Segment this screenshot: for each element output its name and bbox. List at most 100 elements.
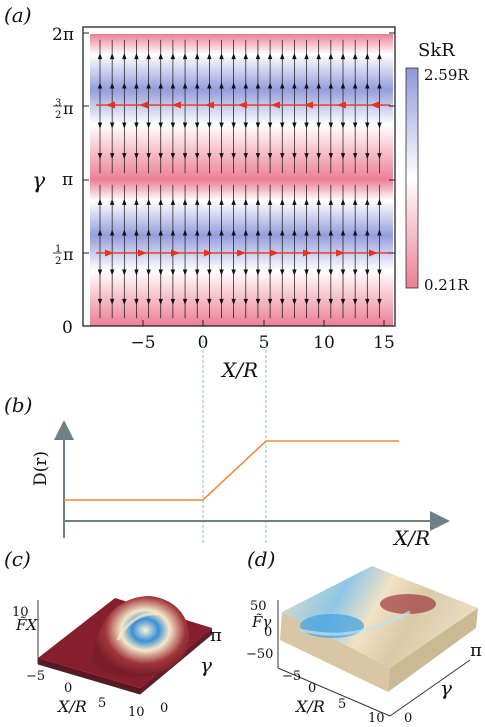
stream-arrowhead	[377, 269, 382, 276]
red-flow-arrowhead	[304, 101, 313, 109]
stream-arrowhead	[146, 153, 151, 160]
stream-arrowhead	[352, 269, 358, 276]
y-tick-0: 0	[62, 318, 73, 338]
stream-arrowhead	[255, 153, 261, 160]
y-tick-2pi: 2π	[52, 25, 74, 45]
stream-arrowhead	[328, 122, 334, 129]
stream-arrowhead	[365, 82, 370, 89]
colorbar	[405, 67, 419, 289]
stream-arrowhead	[340, 82, 346, 89]
stream-arrowhead	[158, 298, 163, 305]
panel-d-z-tick-50: 50	[250, 599, 267, 614]
stream-arrowhead	[134, 229, 139, 236]
stream-arrowhead	[170, 269, 176, 276]
stream-arrowhead	[304, 153, 309, 160]
stream-arrowhead	[304, 82, 309, 89]
stream-arrowhead	[340, 198, 346, 205]
stream-arrowhead	[195, 198, 200, 205]
stream-arrowhead	[328, 53, 334, 60]
stream-arrowhead	[255, 298, 261, 305]
stream-arrowhead	[97, 153, 103, 160]
y-tick-pi: π	[62, 170, 73, 190]
panel-a-x-label: X/R	[220, 358, 258, 382]
panel-d-y-label: γ	[440, 676, 452, 700]
red-flow-arrowhead	[171, 249, 180, 257]
panel-d-x-tick-neg5: −5	[282, 669, 301, 684]
stream-arrowhead	[97, 53, 103, 60]
panel-d-x-label: X/R	[294, 697, 325, 716]
stream-arrowhead	[255, 53, 261, 60]
stream-arrowhead	[243, 198, 248, 205]
stream-arrowhead	[170, 122, 176, 129]
stream-arrowhead	[365, 153, 370, 160]
stream-arrowhead	[146, 53, 151, 60]
stream-arrowhead	[158, 198, 163, 205]
panel-b-label: (b)	[4, 393, 32, 417]
stream-arrowhead	[328, 198, 334, 205]
panel-d-x-tick-5: 5	[338, 697, 346, 712]
panel-a-frame	[82, 26, 396, 327]
stream-arrowhead	[109, 269, 115, 276]
stream-arrowhead	[122, 298, 127, 305]
stream-arrowhead	[280, 198, 285, 205]
stream-arrowhead	[231, 198, 236, 205]
stream-arrowhead	[304, 229, 309, 236]
stream-arrowhead	[195, 298, 200, 305]
panel-a-y-ticks	[83, 32, 395, 327]
stream-arrowhead	[122, 198, 127, 205]
stream-arrowhead	[231, 298, 236, 305]
red-flow-arrowhead	[105, 249, 114, 257]
panel-d-x-tick-10: 10	[368, 711, 385, 726]
stream-arrowhead	[158, 82, 163, 89]
stream-arrowhead	[352, 53, 358, 60]
stream-arrowhead	[267, 82, 273, 89]
panel-c-x-label: X/R	[56, 697, 87, 716]
stream-arrowhead	[219, 82, 224, 89]
stream-arrowhead	[122, 122, 127, 129]
stream-arrowhead	[292, 153, 297, 160]
stream-arrowhead	[304, 122, 309, 129]
panel-c-x-tick-10: 10	[128, 705, 145, 720]
stream-arrowhead	[280, 153, 285, 160]
stream-arrowhead	[109, 122, 115, 129]
stream-arrowhead	[267, 153, 273, 160]
stream-arrowhead	[280, 298, 285, 305]
stream-arrowhead	[219, 198, 224, 205]
stream-arrowhead	[328, 298, 334, 305]
stream-arrowhead	[109, 53, 115, 60]
red-flow-arrowhead	[337, 101, 346, 109]
stream-arrowhead	[243, 82, 248, 89]
stream-arrowhead	[182, 82, 188, 89]
stream-arrowhead	[304, 198, 309, 205]
colorbar-max: 2.59R	[424, 66, 469, 84]
stream-arrowhead	[292, 198, 297, 205]
stream-arrowhead	[231, 269, 236, 276]
stream-arrowhead	[207, 229, 212, 236]
panel-c-y-tick-0: 0	[160, 701, 168, 716]
stream-arrowhead	[292, 269, 297, 276]
red-flow-arrowhead	[336, 249, 345, 257]
stream-arrowhead	[97, 298, 103, 305]
stream-arrowhead	[280, 82, 285, 89]
stream-arrowhead	[340, 229, 346, 236]
panel-a-label: (a)	[4, 3, 32, 27]
red-flow-arrowhead	[139, 101, 148, 109]
gamma-axis-label: γ	[32, 169, 46, 194]
stream-arrowhead	[231, 82, 236, 89]
stream-arrowhead	[255, 122, 261, 129]
x-tick-neg5: −5	[130, 333, 155, 353]
stream-arrowhead	[267, 198, 273, 205]
stream-arrowhead	[352, 82, 358, 89]
stream-arrowhead	[146, 82, 151, 89]
stream-arrowhead	[255, 229, 261, 236]
stream-arrowhead	[182, 229, 188, 236]
stream-arrowhead	[292, 229, 297, 236]
stream-arrowhead	[365, 53, 370, 60]
stream-arrowhead	[109, 298, 115, 305]
stream-arrowhead	[243, 229, 248, 236]
red-flow-arrowhead	[106, 101, 115, 109]
panel-c-x-tick-5: 5	[98, 696, 106, 711]
x-tick-10: 10	[313, 333, 335, 353]
stream-arrowhead	[231, 229, 236, 236]
stream-arrowhead	[352, 198, 358, 205]
